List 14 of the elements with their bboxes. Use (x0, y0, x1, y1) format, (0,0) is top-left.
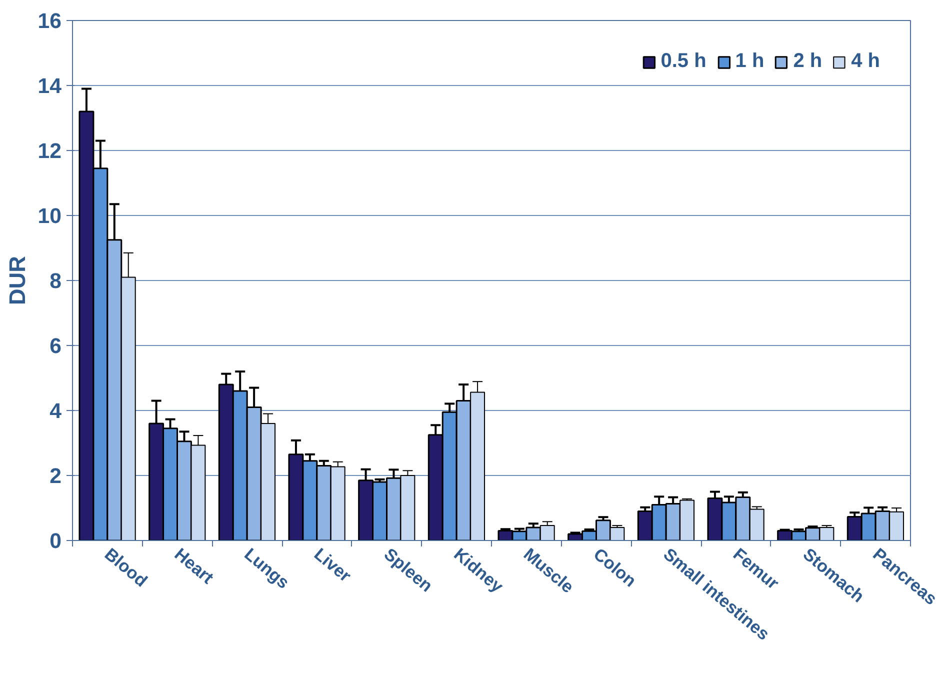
y-tick-label: 12 (38, 139, 62, 163)
legend-label: 2 h (793, 50, 822, 73)
y-tick-label: 10 (38, 204, 62, 228)
y-tick-label: 2 (50, 464, 62, 488)
y-tick-label: 0 (50, 529, 62, 553)
y-tick-label: 4 (50, 399, 62, 423)
y-tick-label: 16 (38, 9, 62, 33)
legend-label: 1 h (735, 50, 764, 73)
y-axis-title: DUR (4, 256, 30, 306)
y-tick-label: 6 (50, 334, 62, 358)
y-tick-label: 14 (38, 74, 62, 98)
legend-label: 4 h (851, 50, 880, 73)
y-tick-label: 8 (50, 269, 62, 293)
legend-label: 0.5 h (660, 50, 706, 73)
